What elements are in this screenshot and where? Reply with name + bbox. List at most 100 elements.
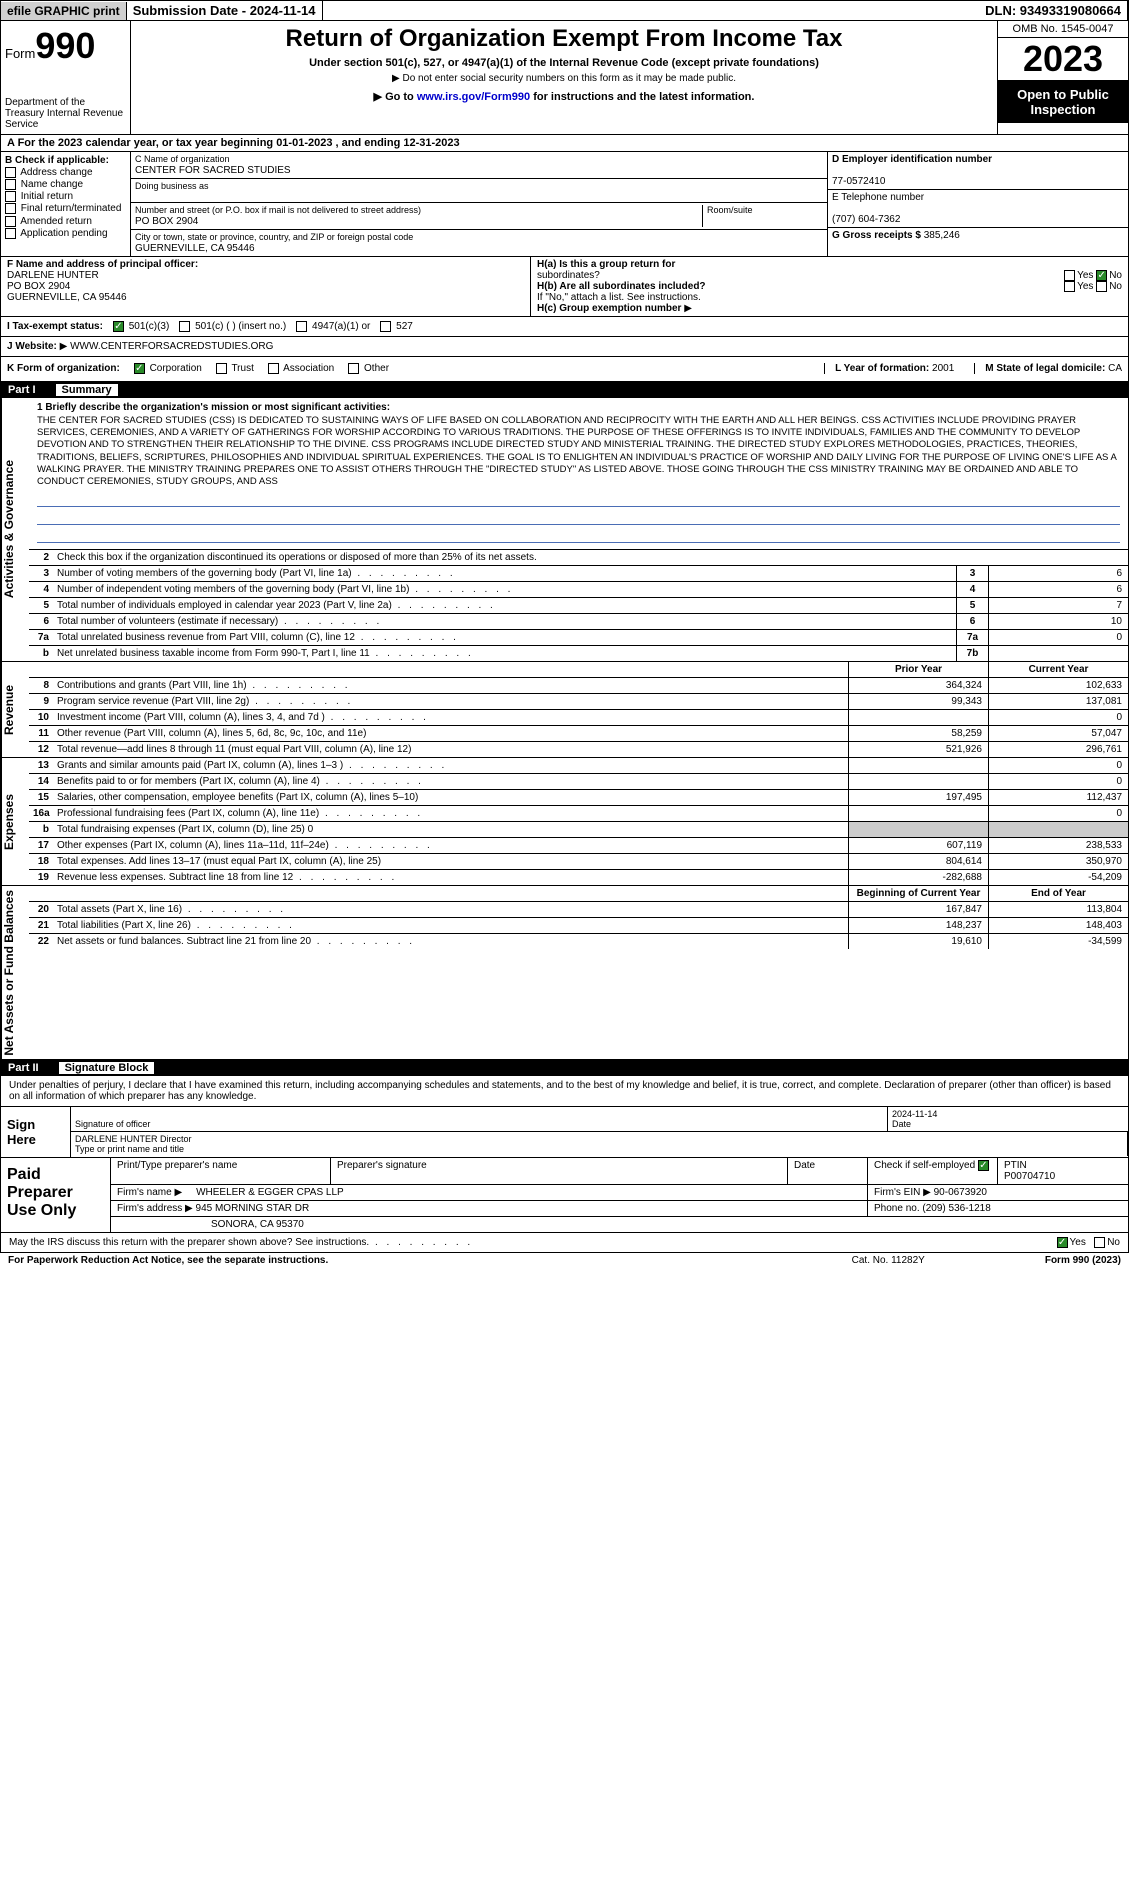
telephone: (707) 604-7362 <box>832 214 900 225</box>
col-c-entity: C Name of organizationCENTER FOR SACRED … <box>131 152 828 256</box>
line-4-value: 6 <box>988 582 1128 597</box>
line-5-value: 7 <box>988 598 1128 613</box>
501c3-checkbox[interactable]: ✓ <box>113 321 124 332</box>
line-7b-value <box>988 646 1128 661</box>
line-6-value: 10 <box>988 614 1128 629</box>
initial-return-checkbox[interactable] <box>5 191 16 202</box>
line-10-current: 0 <box>988 710 1128 725</box>
line-22-prior: 19,610 <box>848 934 988 949</box>
net-assets-block: Net Assets or Fund Balances Beginning of… <box>0 886 1129 1061</box>
line-8-prior: 364,324 <box>848 678 988 693</box>
firm-address: 945 MORNING STAR DR <box>196 1203 310 1214</box>
revenue-block: Revenue Prior YearCurrent Year 8Contribu… <box>0 662 1129 758</box>
corporation-checkbox[interactable]: ✓ <box>134 363 145 374</box>
side-label-net: Net Assets or Fund Balances <box>1 886 29 1060</box>
discuss-row: May the IRS discuss this return with the… <box>0 1233 1129 1253</box>
hb-no-checkbox[interactable] <box>1096 281 1107 292</box>
irs-link[interactable]: www.irs.gov/Form990 <box>417 91 530 103</box>
4947-checkbox[interactable] <box>296 321 307 332</box>
dln: DLN: 93493319080664 <box>979 1 1128 20</box>
row-i-tax-status: I Tax-exempt status: ✓ 501(c)(3) 501(c) … <box>0 317 1129 337</box>
department: Department of the Treasury Internal Reve… <box>5 97 126 130</box>
col-b-checkboxes: B Check if applicable: Address change Na… <box>1 152 131 256</box>
line-15-prior: 197,495 <box>848 790 988 805</box>
line-11-prior: 58,259 <box>848 726 988 741</box>
omb-number: OMB No. 1545-0047 <box>998 21 1128 38</box>
activities-governance-block: Activities & Governance 1 Briefly descri… <box>0 398 1129 662</box>
form-header: Form990 Department of the Treasury Inter… <box>0 21 1129 135</box>
other-checkbox[interactable] <box>348 363 359 374</box>
org-city: GUERNEVILLE, CA 95446 <box>135 243 255 254</box>
line-17-current: 238,533 <box>988 838 1128 853</box>
form-number: Form990 <box>5 25 126 67</box>
self-employed-checkbox[interactable]: ✓ <box>978 1160 989 1171</box>
discuss-no-checkbox[interactable] <box>1094 1237 1105 1248</box>
name-change-checkbox[interactable] <box>5 179 16 190</box>
line-3-value: 6 <box>988 566 1128 581</box>
gross-receipts: 385,246 <box>924 230 960 241</box>
line-20-current: 113,804 <box>988 902 1128 917</box>
line-14-current: 0 <box>988 774 1128 789</box>
org-address: PO BOX 2904 <box>135 216 198 227</box>
line-8-current: 102,633 <box>988 678 1128 693</box>
firm-ein: 90-0673920 <box>934 1187 987 1198</box>
trust-checkbox[interactable] <box>216 363 227 374</box>
line-12-current: 296,761 <box>988 742 1128 757</box>
header-bar: efile GRAPHIC print Submission Date - 20… <box>0 0 1129 21</box>
mission-block: 1 Briefly describe the organization's mi… <box>29 398 1128 550</box>
line-19-current: -54,209 <box>988 870 1128 885</box>
line-22-current: -34,599 <box>988 934 1128 949</box>
line-13-prior <box>848 758 988 773</box>
sign-here-block: Sign Here Signature of officer 2024-11-1… <box>0 1107 1129 1158</box>
col-d-ein: D Employer identification number77-05724… <box>828 152 1128 256</box>
efile-print-button[interactable]: efile GRAPHIC print <box>1 2 127 20</box>
hb-yes-checkbox[interactable] <box>1064 281 1075 292</box>
firm-address-2: SONORA, CA 95370 <box>111 1217 1128 1232</box>
website: WWW.CENTERFORSACREDSTUDIES.ORG <box>70 341 273 352</box>
open-to-public: Open to Public Inspection <box>998 81 1128 123</box>
line-18-prior: 804,614 <box>848 854 988 869</box>
501c-checkbox[interactable] <box>179 321 190 332</box>
row-j-website: J Website: ▶ WWW.CENTERFORSACREDSTUDIES.… <box>0 337 1129 357</box>
row-f-h: F Name and address of principal officer:… <box>0 257 1129 317</box>
application-pending-checkbox[interactable] <box>5 228 16 239</box>
line-17-prior: 607,119 <box>848 838 988 853</box>
sign-here-label: Sign Here <box>1 1107 71 1157</box>
ha-no-checkbox[interactable]: ✓ <box>1096 270 1107 281</box>
ein: 77-0572410 <box>832 176 885 187</box>
line-12-prior: 521,926 <box>848 742 988 757</box>
form-subtitle: Under section 501(c), 527, or 4947(a)(1)… <box>135 57 993 69</box>
year-formation: 2001 <box>932 363 954 374</box>
association-checkbox[interactable] <box>268 363 279 374</box>
line-14-prior <box>848 774 988 789</box>
paid-preparer-label: Paid Preparer Use Only <box>1 1158 111 1232</box>
line-7a-value: 0 <box>988 630 1128 645</box>
line-11-current: 57,047 <box>988 726 1128 741</box>
entity-block: B Check if applicable: Address change Na… <box>0 152 1129 257</box>
form-note-ssn: ▶ Do not enter social security numbers o… <box>135 73 993 84</box>
submission-date: Submission Date - 2024-11-14 <box>127 1 323 20</box>
ha-yes-checkbox[interactable] <box>1064 270 1075 281</box>
line-16a-current: 0 <box>988 806 1128 821</box>
address-change-checkbox[interactable] <box>5 167 16 178</box>
amended-return-checkbox[interactable] <box>5 216 16 227</box>
part-1-header: Part I Summary <box>0 382 1129 398</box>
firm-name: WHEELER & EGGER CPAS LLP <box>196 1187 344 1198</box>
side-label-ag: Activities & Governance <box>1 398 29 661</box>
line-13-current: 0 <box>988 758 1128 773</box>
part-2-header: Part II Signature Block <box>0 1060 1129 1076</box>
officer-name-title: DARLENE HUNTER Director <box>75 1134 192 1144</box>
side-label-revenue: Revenue <box>1 662 29 757</box>
527-checkbox[interactable] <box>380 321 391 332</box>
line-15-current: 112,437 <box>988 790 1128 805</box>
final-return-checkbox[interactable] <box>5 203 16 214</box>
cat-number: Cat. No. 11282Y <box>852 1255 925 1266</box>
mission-text: THE CENTER FOR SACRED STUDIES (CSS) IS D… <box>37 415 1120 489</box>
line-19-prior: -282,688 <box>848 870 988 885</box>
line-10-prior <box>848 710 988 725</box>
ptin: P00704710 <box>1004 1171 1055 1182</box>
sig-date: 2024-11-14 <box>892 1109 937 1119</box>
line-9-current: 137,081 <box>988 694 1128 709</box>
discuss-yes-checkbox[interactable]: ✓ <box>1057 1237 1068 1248</box>
line-21-prior: 148,237 <box>848 918 988 933</box>
